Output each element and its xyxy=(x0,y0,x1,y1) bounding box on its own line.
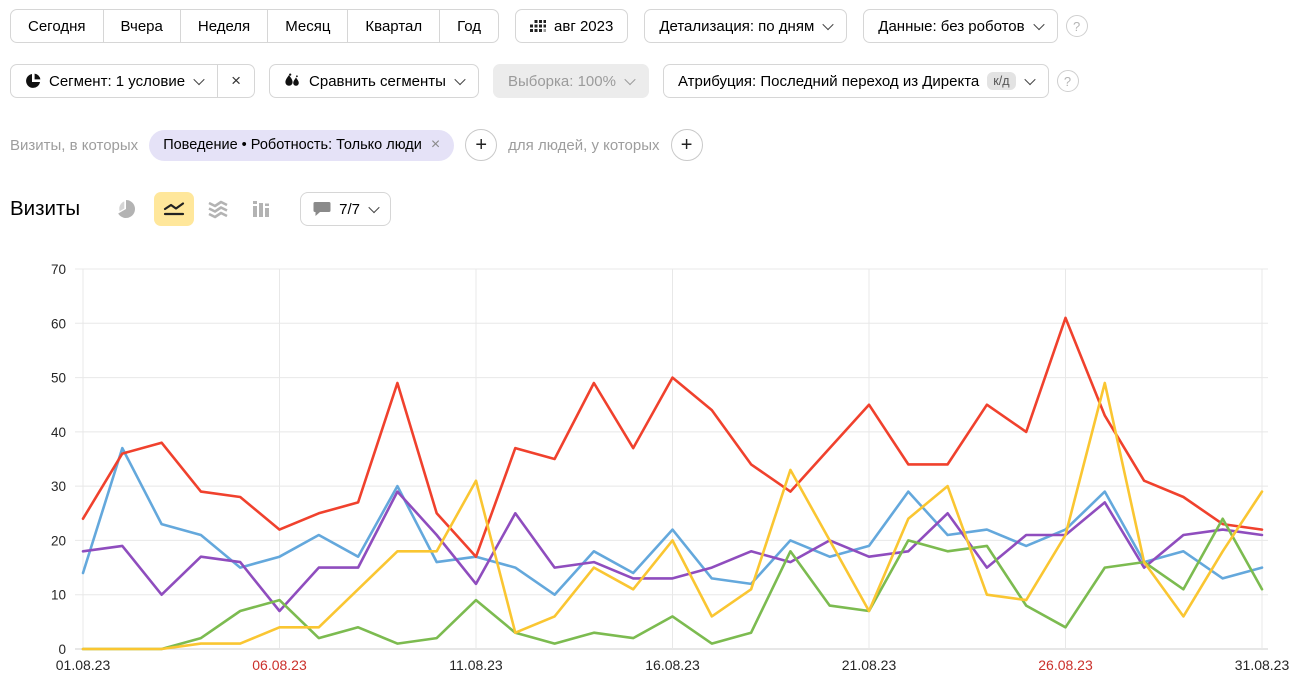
segment-label: Сегмент: 1 условие xyxy=(49,72,186,90)
y-axis-tick-label: 0 xyxy=(58,642,66,657)
period-button-today[interactable]: Сегодня xyxy=(10,9,104,43)
chevron-down-icon xyxy=(193,73,205,86)
toolbar: Сегодня Вчера Неделя Месяц Квартал Год а… xyxy=(10,9,1088,43)
segment-control: Сегмент: 1 условие × xyxy=(10,64,256,98)
granularity-label: Детализация: по дням xyxy=(659,17,815,35)
period-button-yesterday[interactable]: Вчера xyxy=(102,9,181,43)
series-blue-line xyxy=(81,446,1264,597)
x-axis-tick-label: 16.08.23 xyxy=(645,657,700,673)
period-button-month[interactable]: Месяц xyxy=(267,9,349,43)
series-yellow-line xyxy=(81,381,1264,651)
y-axis-tick-label: 60 xyxy=(51,316,66,331)
compare-segments-dropdown[interactable]: Сравнить сегменты xyxy=(269,64,479,98)
x-axis-tick-label-weekend: 06.08.23 xyxy=(252,657,307,673)
visits-filter-label: Визиты, в которых xyxy=(10,136,139,154)
chevron-down-icon xyxy=(454,73,466,86)
attribution-dropdown[interactable]: Атрибуция: Последний переход из Директа … xyxy=(662,64,1049,98)
attribution-label: Атрибуция: Последний переход из Директа xyxy=(677,72,980,90)
y-axis-tick-label: 30 xyxy=(51,479,66,494)
x-axis-tick-label: 21.08.23 xyxy=(842,657,897,673)
line-chart-icon[interactable] xyxy=(154,192,195,226)
filter-bar: Визиты, в которых Поведение • Роботность… xyxy=(10,129,703,161)
x-axis-tick-label: 11.08.23 xyxy=(449,657,503,673)
add-visit-condition-button[interactable]: + xyxy=(465,129,498,161)
y-axis-tick-label: 70 xyxy=(51,262,66,277)
stacked-area-icon[interactable] xyxy=(198,192,238,226)
x-axis-tick-label-weekend: 26.08.23 xyxy=(1038,657,1093,673)
series-counter: 7/7 xyxy=(339,200,360,218)
y-axis-tick-label: 40 xyxy=(51,425,66,440)
period-button-week[interactable]: Неделя xyxy=(179,9,269,43)
data-mode-label: Данные: без роботов xyxy=(878,17,1025,35)
period-button-quarter[interactable]: Квартал xyxy=(347,9,441,43)
y-axis-tick-label: 10 xyxy=(51,588,66,603)
chevron-down-icon xyxy=(1032,18,1045,31)
y-axis-tick-label: 50 xyxy=(51,371,66,386)
x-axis-tick-label: 31.08.23 xyxy=(1235,657,1290,673)
metric-title: Визиты xyxy=(10,197,81,220)
sampling-dropdown[interactable]: Выборка: 100% xyxy=(492,64,649,98)
y-axis-tick-label: 20 xyxy=(51,533,66,548)
people-filter-label: для людей, у которых xyxy=(508,136,660,154)
series-visibility-dropdown[interactable]: 7/7 xyxy=(300,192,391,226)
metric-bar: Визиты xyxy=(10,192,391,226)
segment-bar: Сегмент: 1 условие × Сравнить сегменты В… xyxy=(10,64,1079,98)
chevron-down-icon xyxy=(368,201,380,214)
segment-dropdown[interactable]: Сегмент: 1 условие xyxy=(10,64,219,98)
bar-chart-icon[interactable] xyxy=(242,192,282,226)
series-red-line xyxy=(81,316,1264,559)
segment-clear-button[interactable]: × xyxy=(217,64,256,98)
help-icon[interactable]: ? xyxy=(1065,15,1088,37)
calendar-label: авг 2023 xyxy=(554,17,614,35)
filter-chip-label: Поведение • Роботность: Только люди xyxy=(163,137,422,153)
speech-bubble-icon xyxy=(313,201,331,217)
chevron-down-icon xyxy=(624,73,636,86)
data-mode-dropdown[interactable]: Данные: без роботов xyxy=(863,9,1058,43)
add-people-condition-button[interactable]: + xyxy=(670,129,703,161)
pie-segment-icon xyxy=(25,73,41,89)
attribution-badge: к/д xyxy=(987,71,1016,91)
compare-label: Сравнить сегменты xyxy=(309,72,446,90)
series-green-line xyxy=(81,517,1264,651)
period-button-year[interactable]: Год xyxy=(439,9,500,43)
compare-drops-icon xyxy=(284,73,301,89)
chip-close-icon[interactable]: × xyxy=(430,136,441,153)
calendar-button[interactable]: авг 2023 xyxy=(515,9,629,43)
filter-chip[interactable]: Поведение • Роботность: Только люди × xyxy=(149,129,455,161)
sampling-label: Выборка: 100% xyxy=(507,72,616,90)
x-axis-tick-label: 01.08.23 xyxy=(56,657,111,673)
help-icon[interactable]: ? xyxy=(1056,70,1079,92)
granularity-dropdown[interactable]: Детализация: по дням xyxy=(644,9,848,43)
visits-chart: 0 10 20 30 40 50 60 70 01.08.23 06.08.23 11.08.23 1… xyxy=(0,254,1308,694)
visits-line-chart: 0 10 20 30 40 50 60 70 01.08.23 06.08.23 11.08.23 1… xyxy=(51,262,1290,673)
pie-chart-icon[interactable] xyxy=(106,192,146,226)
chevron-down-icon xyxy=(822,18,834,31)
period-selector: Сегодня Вчера Неделя Месяц Квартал Год xyxy=(10,9,500,43)
calendar-icon xyxy=(530,19,547,33)
chevron-down-icon xyxy=(1023,73,1036,86)
